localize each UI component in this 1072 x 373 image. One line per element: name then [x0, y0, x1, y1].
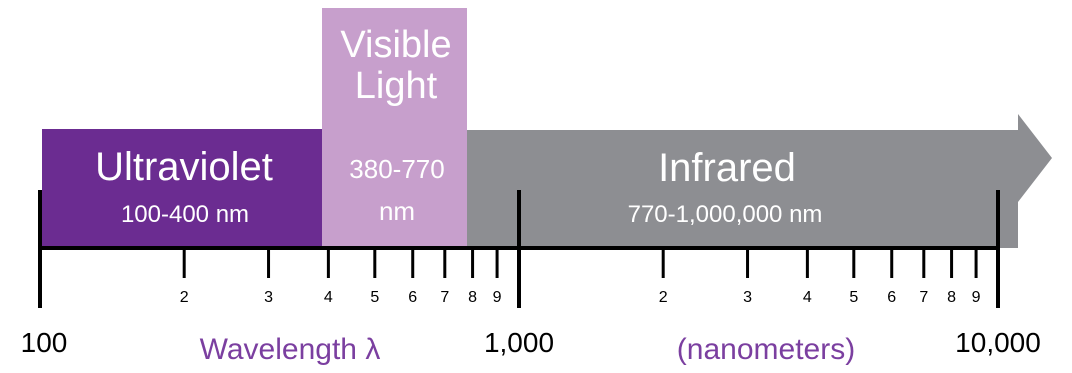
major-tick-label: 10,000 [955, 327, 1041, 358]
minor-tick-label: 7 [919, 289, 928, 306]
minor-tick-label: 4 [803, 289, 812, 306]
minor-tick-label: 4 [324, 289, 333, 306]
minor-tick-label: 3 [264, 289, 273, 306]
minor-tick-label: 7 [440, 289, 449, 306]
minor-tick-label: 3 [743, 289, 752, 306]
minor-tick-label: 8 [947, 289, 956, 306]
infrared-range: 770-1,000,000 nm [628, 201, 823, 228]
minor-tick-label: 5 [370, 289, 379, 306]
major-tick-label: 1,000 [484, 327, 554, 358]
units-caption: (nanometers) [677, 333, 855, 366]
ultraviolet-range: 100-400 nm [121, 201, 249, 228]
visible-light-band [322, 8, 467, 248]
visible-range-line1: 380-770 [349, 154, 444, 184]
infrared-title: Infrared [658, 146, 796, 190]
ultraviolet-title: Ultraviolet [95, 145, 273, 189]
minor-tick-label: 6 [408, 289, 417, 306]
minor-tick-label: 9 [493, 289, 502, 306]
minor-tick-label: 2 [180, 289, 189, 306]
wavelength-caption: Wavelength λ [200, 333, 381, 366]
minor-tick-label: 8 [468, 289, 477, 306]
minor-tick-label: 2 [659, 289, 668, 306]
major-tick-label: 100 [21, 327, 68, 358]
minor-tick-label: 9 [972, 289, 981, 306]
minor-tick-label: 6 [887, 289, 896, 306]
ultraviolet-band [42, 129, 333, 248]
visible-title-line1: Visible [340, 24, 451, 66]
minor-tick-label: 5 [849, 289, 858, 306]
visible-range-line2: nm [379, 196, 415, 226]
visible-title-line2: Light [355, 65, 438, 107]
infrared-band-arrow [460, 114, 1052, 248]
